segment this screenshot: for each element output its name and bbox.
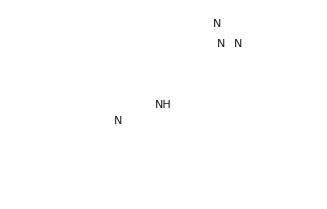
Text: NH: NH (155, 100, 171, 110)
Text: N: N (217, 39, 225, 49)
Text: N: N (213, 19, 221, 29)
Text: N: N (114, 116, 122, 126)
Text: N: N (234, 39, 242, 49)
